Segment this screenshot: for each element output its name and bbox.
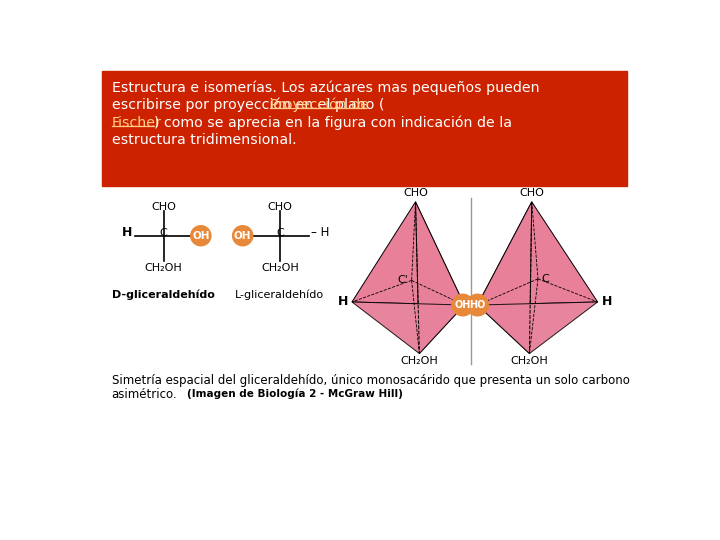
Text: CHO: CHO bbox=[151, 202, 176, 212]
Text: D-gliceraldehído: D-gliceraldehído bbox=[112, 289, 215, 300]
Circle shape bbox=[191, 226, 211, 246]
Text: CH₂OH: CH₂OH bbox=[510, 356, 549, 366]
Polygon shape bbox=[352, 202, 464, 305]
Text: Fischer: Fischer bbox=[112, 116, 161, 130]
Text: CH₂OH: CH₂OH bbox=[145, 264, 182, 273]
Text: C': C' bbox=[397, 275, 408, 286]
Text: H: H bbox=[338, 295, 348, 308]
Text: (Imagen de Biología 2 - McGraw Hill): (Imagen de Biología 2 - McGraw Hill) bbox=[187, 388, 402, 399]
Text: OH: OH bbox=[234, 231, 251, 241]
Text: CHO: CHO bbox=[403, 188, 428, 198]
Text: C: C bbox=[160, 228, 168, 238]
Text: C: C bbox=[542, 274, 549, 284]
FancyBboxPatch shape bbox=[102, 71, 627, 186]
Text: HO: HO bbox=[469, 300, 486, 310]
Text: estructura tridimensional.: estructura tridimensional. bbox=[112, 133, 297, 147]
Circle shape bbox=[233, 226, 253, 246]
Text: ) como se aprecia en la figura con indicación de la: ) como se aprecia en la figura con indic… bbox=[154, 116, 513, 130]
Polygon shape bbox=[477, 302, 598, 354]
Circle shape bbox=[452, 294, 474, 316]
Text: Simetría espacial del gliceraldehído, único monosacárido que presenta un solo ca: Simetría espacial del gliceraldehído, ún… bbox=[112, 374, 629, 387]
Polygon shape bbox=[477, 202, 598, 305]
Text: H: H bbox=[601, 295, 612, 308]
Text: CHO: CHO bbox=[267, 202, 292, 212]
Circle shape bbox=[467, 294, 488, 316]
Text: C: C bbox=[276, 228, 284, 238]
Text: OH: OH bbox=[454, 300, 471, 310]
Text: OH: OH bbox=[192, 231, 210, 241]
Text: Proyección de: Proyección de bbox=[270, 98, 369, 112]
Polygon shape bbox=[529, 202, 598, 354]
Text: L-gliceraldehído: L-gliceraldehído bbox=[235, 289, 325, 300]
Text: escribirse por proyección en el plano (: escribirse por proyección en el plano ( bbox=[112, 98, 384, 112]
Polygon shape bbox=[352, 202, 419, 354]
Polygon shape bbox=[477, 202, 532, 354]
Text: – H: – H bbox=[311, 226, 329, 239]
Text: asimétrico.: asimétrico. bbox=[112, 388, 177, 401]
Text: Estructura e isomerías. Los azúcares mas pequeños pueden: Estructura e isomerías. Los azúcares mas… bbox=[112, 80, 539, 94]
Text: CHO: CHO bbox=[519, 188, 544, 198]
Polygon shape bbox=[352, 302, 464, 354]
Text: CH₂OH: CH₂OH bbox=[400, 356, 438, 366]
Text: CH₂OH: CH₂OH bbox=[261, 264, 299, 273]
Polygon shape bbox=[415, 202, 464, 354]
Text: H: H bbox=[122, 226, 132, 239]
